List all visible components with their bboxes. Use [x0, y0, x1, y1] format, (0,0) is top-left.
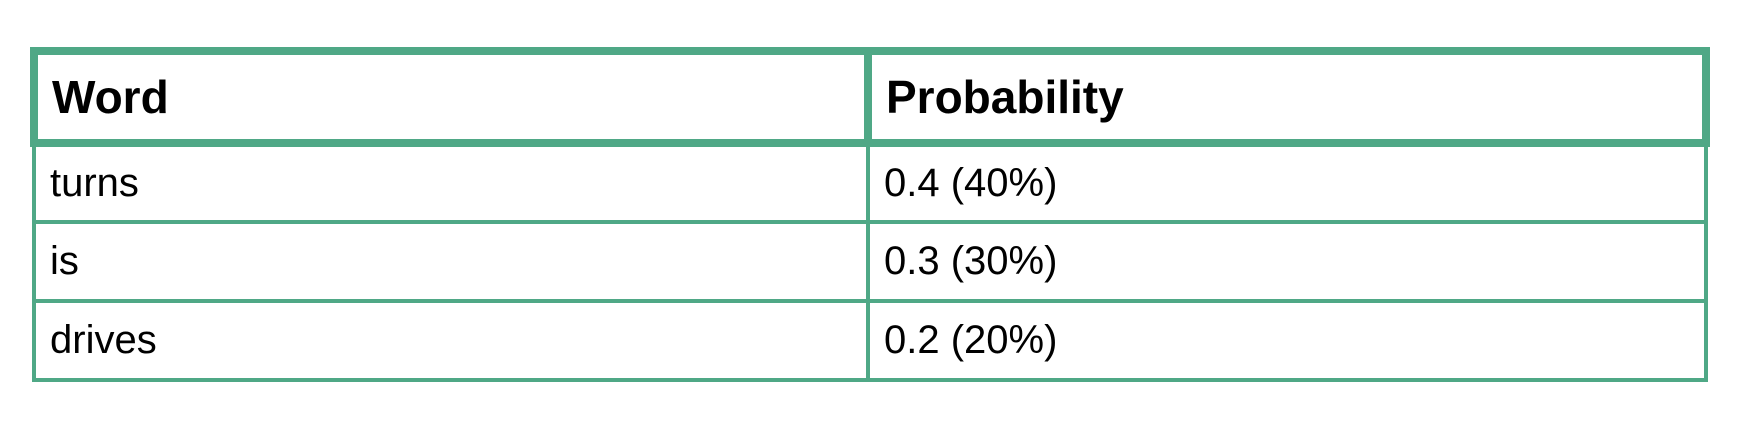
table-row: turns 0.4 (40%): [32, 141, 1708, 224]
cell-word: turns: [32, 141, 870, 224]
cell-probability: 0.2 (20%): [866, 299, 1708, 382]
cell-word: drives: [32, 299, 870, 382]
table-header: Word Probability: [30, 47, 1710, 147]
header-row: Word Probability: [30, 47, 1710, 147]
header-probability: Probability: [864, 47, 1710, 147]
cell-word: is: [32, 220, 870, 303]
cell-probability: 0.4 (40%): [866, 141, 1708, 224]
table-row: drives 0.2 (20%): [32, 299, 1708, 382]
header-word: Word: [30, 47, 872, 147]
probability-table: Word Probability turns 0.4 (40%) is 0.3 …: [30, 47, 1710, 382]
cell-probability: 0.3 (30%): [866, 220, 1708, 303]
table-row: is 0.3 (30%): [32, 220, 1708, 303]
table-body: turns 0.4 (40%) is 0.3 (30%) drives 0.2 …: [32, 141, 1708, 382]
